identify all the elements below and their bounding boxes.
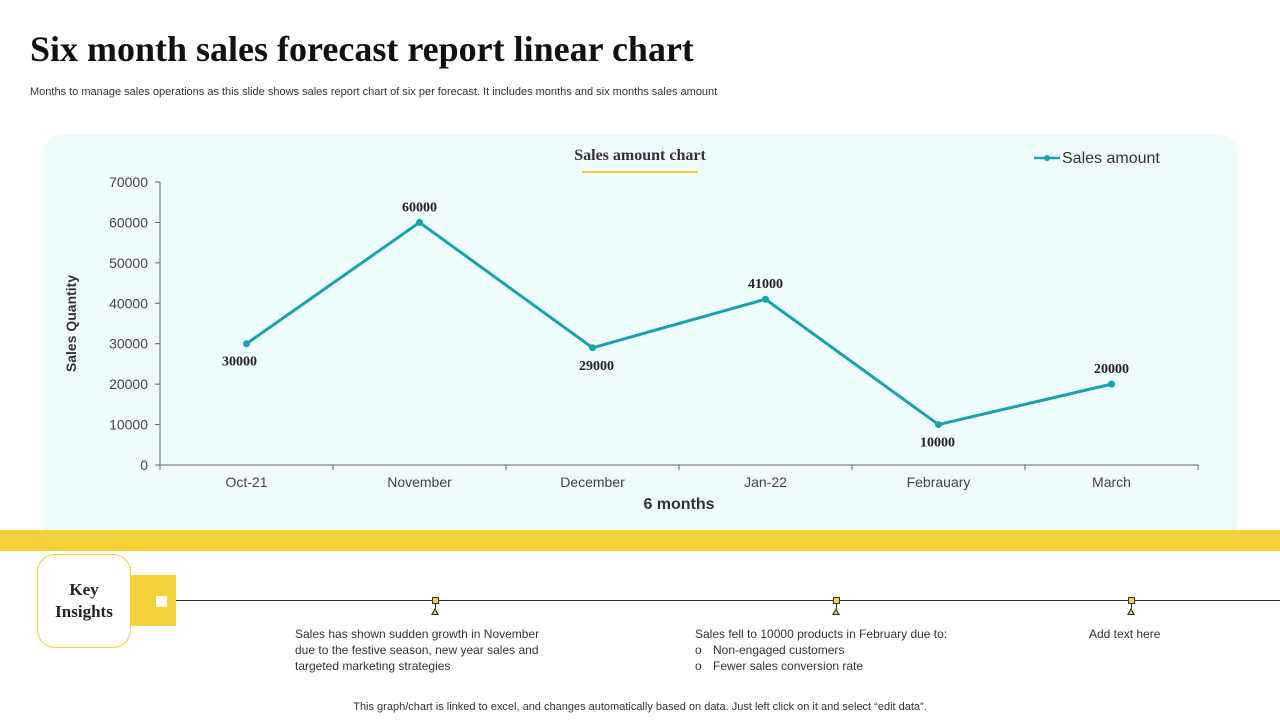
key-insights-accent-dot — [156, 596, 167, 607]
x-tick-label: November — [387, 474, 452, 490]
page-subtitle: Months to manage sales operations as thi… — [30, 86, 718, 98]
insight-1-line: due to the festive season, new year sale… — [295, 643, 539, 657]
y-tick-label: 60000 — [109, 214, 148, 230]
insight-3-line: Add text here — [1089, 627, 1161, 641]
page-title: Six month sales forecast report linear c… — [30, 29, 694, 69]
data-point — [1108, 380, 1115, 388]
data-label: 20000 — [1094, 362, 1129, 377]
key-insights-box: Key Insights — [37, 554, 131, 648]
divider-band — [0, 530, 1280, 551]
x-tick-label: Jan-22 — [744, 474, 787, 490]
data-label: 29000 — [579, 359, 614, 374]
insight-3[interactable]: Add text here — [1089, 626, 1160, 642]
bullet-icon: o — [695, 643, 702, 657]
chart-panel[interactable]: Sales amount chart Sales amount 0 10000 2000… — [43, 133, 1238, 543]
data-label: 10000 — [920, 436, 955, 451]
key-insights-heading: Key Insights — [55, 580, 113, 621]
insight-1-line: targeted marketing strategies — [295, 659, 451, 673]
key-insights-accent — [131, 575, 176, 626]
y-tick-label: 70000 — [109, 174, 148, 190]
data-point — [243, 340, 250, 348]
data-point — [935, 421, 942, 429]
data-label: 30000 — [222, 355, 257, 370]
insight-2-list: o Non-engaged customers o Fewer sales conv… — [695, 642, 947, 674]
list-item: o Fewer sales conversion rate — [695, 659, 864, 673]
y-tick-label: 0 — [140, 457, 148, 473]
y-tick-label: 30000 — [109, 336, 148, 352]
x-axis-title: 6 months — [643, 496, 714, 513]
y-tick-label: 50000 — [109, 255, 148, 271]
sales-line-chart[interactable]: Sales amount chart Sales amount 0 10000 2000… — [43, 133, 1238, 543]
x-tick-label: March — [1092, 474, 1131, 490]
series-line-sales-amount — [245, 220, 1112, 427]
chart-title: Sales amount chart — [574, 147, 706, 164]
legend-marker-icon — [1044, 155, 1050, 161]
bullet-icon: o — [695, 659, 702, 673]
data-point — [416, 218, 423, 226]
insight-1-line: Sales has shown sudden growth in Novembe… — [295, 627, 540, 641]
data-point — [589, 344, 596, 352]
data-label: 60000 — [402, 200, 437, 215]
x-tick-label: Febrauary — [907, 474, 971, 490]
data-label: 41000 — [748, 277, 783, 292]
insight-1[interactable]: Sales has shown sudden growth in Novembe… — [295, 626, 539, 674]
footnote: This graph/chart is linked to excel, and… — [353, 701, 927, 713]
data-point — [762, 295, 769, 303]
y-tick-label: 10000 — [109, 417, 148, 433]
list-item: o Non-engaged customers — [695, 643, 845, 657]
y-tick-label: 20000 — [109, 376, 148, 392]
y-axis-title: Sales Quantity — [63, 275, 79, 372]
insights-timeline — [176, 600, 1280, 601]
insight-2-intro: Sales fell to 10000 products in February… — [695, 627, 948, 641]
y-tick-label: 40000 — [109, 295, 148, 311]
x-tick-label: Oct-21 — [225, 474, 267, 490]
x-tick-label: December — [560, 474, 625, 490]
legend-label: Sales amount — [1062, 150, 1160, 167]
insight-2[interactable]: Sales fell to 10000 products in February… — [695, 626, 947, 674]
